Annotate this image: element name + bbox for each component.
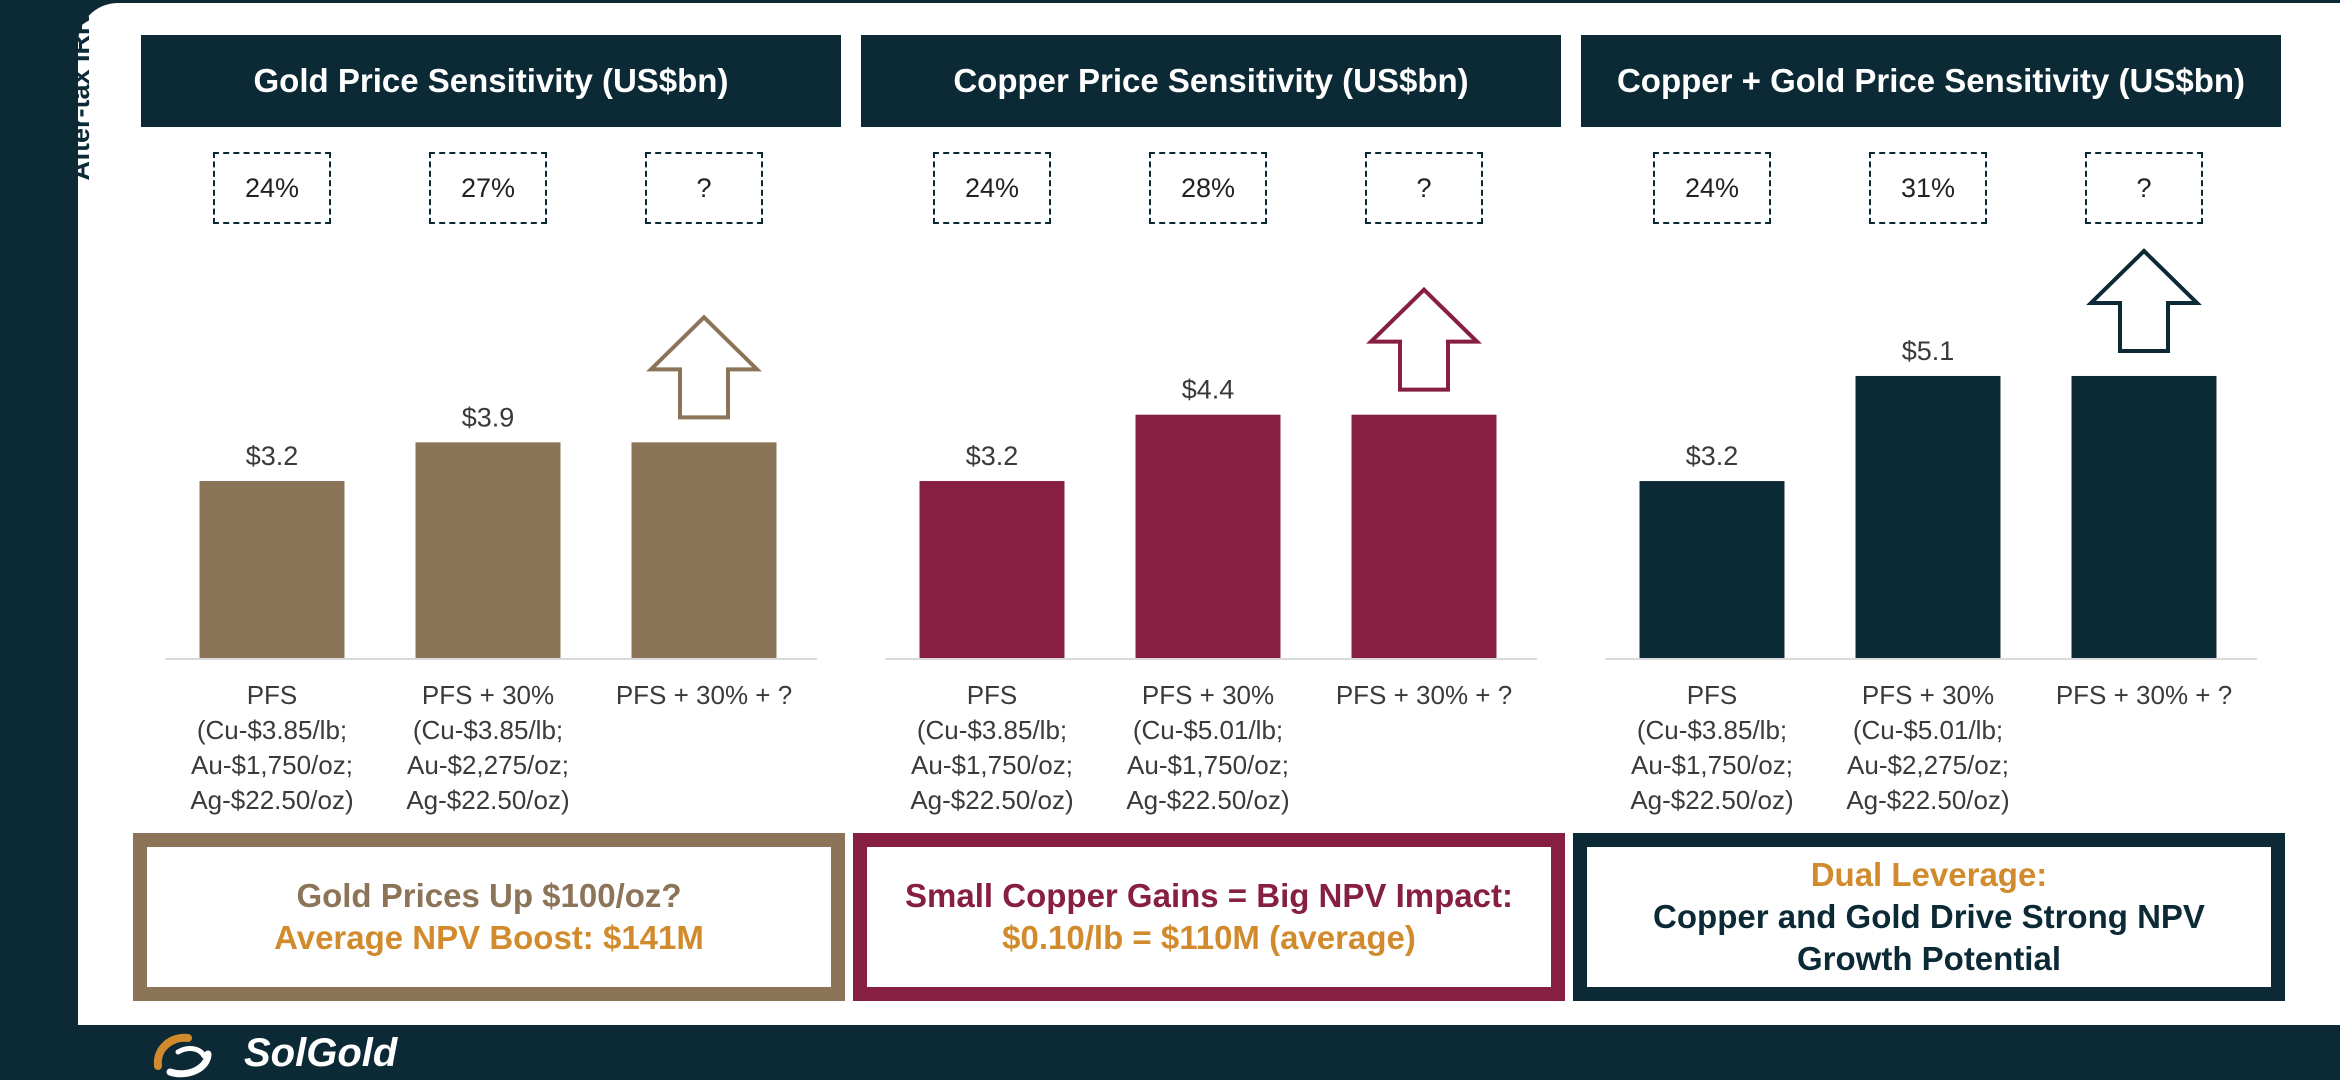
data-label: $3.2: [1686, 441, 1739, 471]
callout-line-2: $0.10/lb = $110M (average): [1002, 919, 1416, 956]
panel-title: Copper Price Sensitivity (US$bn): [861, 35, 1561, 127]
data-label: $4.4: [1182, 375, 1235, 405]
slide-card: After-tax IRR Gold Price Sensitivity (US…: [65, 3, 2340, 1025]
data-label: $3.2: [246, 441, 299, 471]
panel-title: Copper + Gold Price Sensitivity (US$bn): [1581, 35, 2281, 127]
irr-row-label: After-tax IRR: [65, 15, 95, 181]
irr-box: 24%: [213, 152, 331, 224]
category-label: PFS + 30% + ?: [615, 680, 793, 710]
bar-chart: $3.2 $3.9: [165, 314, 817, 660]
copper-gold-sensitivity-panel: Copper + Gold Price Sensitivity (US$bn) …: [1573, 3, 2285, 1025]
irr-box: 31%: [1869, 152, 1987, 224]
category-label: PFS (Cu-$3.85/lb; Au-$1,750/oz; Ag-$22.5…: [1630, 680, 1794, 815]
irr-box: 27%: [429, 152, 547, 224]
callout-box: Gold Prices Up $100/oz? Average NPV Boos…: [133, 833, 845, 1001]
data-label: $5.1: [1902, 336, 1955, 366]
category-label: PFS + 30% + ?: [1335, 680, 1513, 710]
irr-box: ?: [2085, 152, 2203, 224]
bar: [1855, 375, 2001, 658]
callout-line-2: Copper and Gold Drive Strong NPV Growth …: [1653, 898, 2205, 977]
bar: [2071, 375, 2217, 658]
bar: [919, 481, 1065, 658]
irr-box: 24%: [933, 152, 1051, 224]
callout-line-1: Dual Leverage:: [1810, 856, 2048, 893]
category-label: PFS (Cu-$3.85/lb; Au-$1,750/oz; Ag-$22.5…: [190, 680, 354, 815]
category-label: PFS + 30% (Cu-$5.01/lb; Au-$2,275/oz; Ag…: [1846, 680, 2010, 815]
category-label: PFS (Cu-$3.85/lb; Au-$1,750/oz; Ag-$22.5…: [910, 680, 1074, 815]
irr-box: 28%: [1149, 152, 1267, 224]
callout-box: Dual Leverage: Copper and Gold Drive Str…: [1573, 833, 2285, 1001]
irr-box: ?: [645, 152, 763, 224]
category-label: PFS + 30% (Cu-$5.01/lb; Au-$1,750/oz; Ag…: [1126, 680, 1290, 815]
bar-chart: $3.2 $4.4: [885, 286, 1537, 660]
bar: [631, 442, 777, 658]
brand-name: SolGold: [244, 1030, 398, 1075]
solgold-logo: SolGold: [148, 1026, 397, 1080]
callout-line-1: Gold Prices Up $100/oz?: [296, 877, 682, 914]
irr-box: 24%: [1653, 152, 1771, 224]
callout-line-2: Average NPV Boost: $141M: [274, 919, 704, 956]
bar: [1351, 414, 1497, 658]
solgold-swirl-icon: [153, 1033, 212, 1078]
copper-sensitivity-panel: Copper Price Sensitivity (US$bn) 24% 28%…: [853, 3, 1565, 1025]
data-label: $3.9: [462, 402, 515, 432]
category-label: PFS + 30% + ?: [2055, 680, 2233, 710]
category-label: PFS + 30% (Cu-$3.85/lb; Au-$2,275/oz; Ag…: [406, 680, 570, 815]
callout-box: Small Copper Gains = Big NPV Impact: $0.…: [853, 833, 1565, 1001]
up-arrow-icon: [646, 314, 762, 420]
callout-line-1: Small Copper Gains = Big NPV Impact:: [905, 877, 1513, 914]
bar: [415, 442, 561, 658]
bar: [1639, 481, 1785, 658]
gold-sensitivity-panel: Gold Price Sensitivity (US$bn) 24% 27% ?…: [133, 3, 845, 1025]
bar: [199, 481, 345, 658]
footer-bar: [78, 1025, 2340, 1080]
bar: [1135, 414, 1281, 658]
up-arrow-icon: [1366, 286, 1482, 392]
up-arrow-icon: [2086, 248, 2202, 353]
irr-box: ?: [1365, 152, 1483, 224]
data-label: $3.2: [966, 441, 1019, 471]
panel-title: Gold Price Sensitivity (US$bn): [141, 35, 841, 127]
bar-chart: $3.2 $5.1: [1605, 248, 2257, 660]
